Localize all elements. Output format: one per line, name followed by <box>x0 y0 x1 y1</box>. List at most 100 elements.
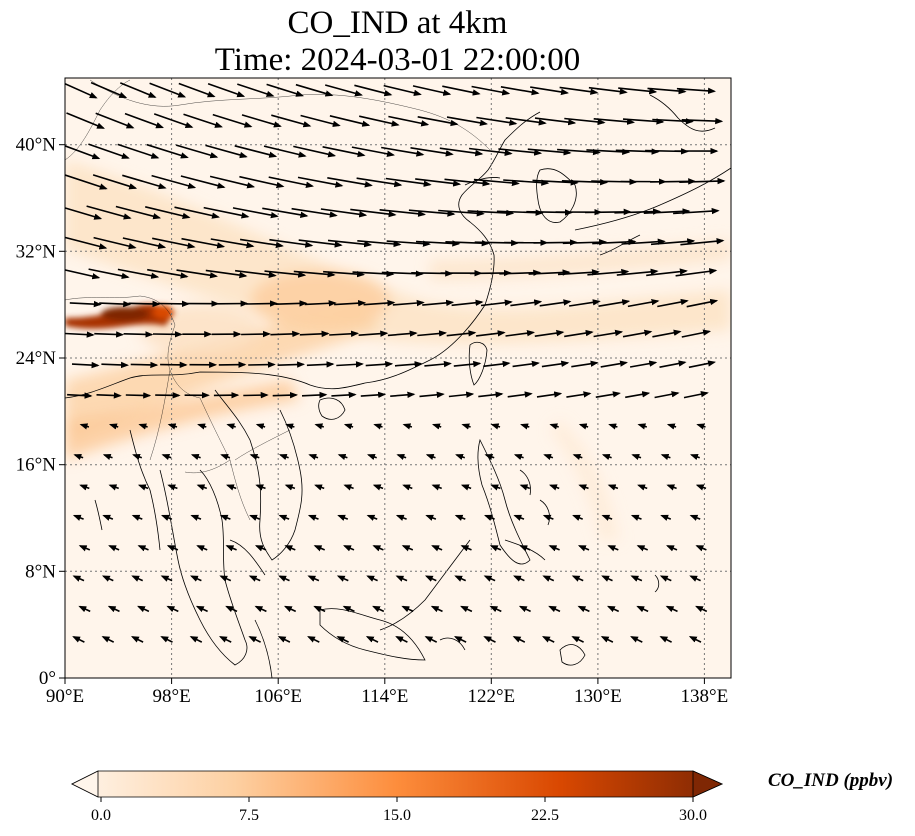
wind-arrow <box>99 300 132 308</box>
wind-arrow <box>167 423 178 430</box>
wind-arrow <box>176 269 218 279</box>
wind-arrow <box>307 636 320 643</box>
wind-arrow <box>396 453 407 460</box>
wind-arrow <box>646 268 688 277</box>
wind-arrow <box>86 205 132 220</box>
wind-arrow <box>548 545 560 552</box>
wind-arrow <box>467 209 515 217</box>
wind-arrow <box>178 82 216 98</box>
wind-arrow <box>510 299 543 307</box>
wind-arrow <box>65 82 98 99</box>
wind-arrow <box>402 423 413 430</box>
wind-arrow <box>301 391 328 399</box>
wind-arrow <box>505 330 535 337</box>
wind-arrow <box>484 514 495 521</box>
wind-arrow <box>232 207 279 219</box>
wind-arrow <box>430 605 443 613</box>
wind-arrow <box>313 545 326 552</box>
wind-arrow <box>627 298 660 308</box>
wind-arrow <box>483 636 496 643</box>
wind-arrow <box>631 453 642 460</box>
wind-arrow <box>518 605 531 613</box>
wind-arrow <box>600 360 628 368</box>
wind-arrow <box>593 118 635 125</box>
wind-arrow <box>66 112 105 129</box>
wind-arrow <box>189 636 203 643</box>
wind-arrow <box>270 330 301 338</box>
wind-arrow <box>666 484 677 491</box>
wind-arrow <box>149 82 187 98</box>
wind-arrow <box>395 514 407 521</box>
wind-arrow <box>600 636 614 643</box>
colorbar-tick-label: 22.5 <box>531 807 559 824</box>
wind-arrow <box>572 453 583 460</box>
wind-arrow <box>73 453 84 460</box>
wind-arrow <box>239 175 285 189</box>
wind-arrow <box>115 205 162 220</box>
wind-arrow <box>248 575 261 582</box>
wind-arrow <box>88 268 130 280</box>
wind-arrow <box>147 268 189 279</box>
wind-arrow <box>695 484 707 491</box>
wind-arrow <box>630 636 643 643</box>
y-tick-label: 0° <box>39 668 56 689</box>
wind-arrow <box>219 575 232 582</box>
wind-arrow <box>652 118 694 125</box>
wind-arrow <box>571 575 584 582</box>
wind-arrow <box>386 240 431 247</box>
wind-arrow <box>460 545 472 552</box>
wind-arrow <box>203 206 250 219</box>
wind-arrow <box>451 299 484 307</box>
wind-arrow <box>352 270 395 278</box>
wind-arrow <box>366 514 378 521</box>
wind-arrow <box>483 360 511 368</box>
wind-arrow <box>431 545 443 552</box>
wind-arrow <box>363 299 396 307</box>
wind-arrow <box>549 423 559 430</box>
wind-arrow <box>618 87 658 95</box>
co-concentration-field <box>65 78 731 678</box>
wind-arrow <box>614 208 661 215</box>
colorbar-tick-label: 15.0 <box>383 807 411 824</box>
wind-arrow <box>327 177 373 188</box>
wind-arrow <box>539 299 572 307</box>
wind-arrow <box>90 81 128 99</box>
map-frame <box>64 77 732 679</box>
wind-arrow <box>480 299 513 307</box>
wind-arrow <box>621 238 666 245</box>
wind-arrow <box>401 605 414 613</box>
wind-arrow <box>239 238 284 249</box>
wind-arrow <box>559 86 599 95</box>
colorbar-tick-label: 7.5 <box>239 807 259 824</box>
wind-arrow <box>630 575 643 582</box>
wind-arrow <box>65 269 101 280</box>
wind-arrow <box>601 575 613 582</box>
coastlines <box>65 94 731 678</box>
wind-arrow <box>512 636 526 643</box>
wind-arrow <box>235 269 277 279</box>
wind-arrow <box>422 299 455 307</box>
wind-arrow <box>395 575 408 582</box>
wind-arrow <box>519 484 531 491</box>
wind-arrow <box>131 514 143 521</box>
wind-arrow <box>255 423 266 430</box>
wind-arrow <box>534 117 577 126</box>
wind-arrow <box>225 484 237 491</box>
wind-arrow <box>689 575 701 582</box>
wind-arrow <box>489 605 502 613</box>
wind-arrow <box>336 361 364 368</box>
wind-arrow <box>415 178 462 187</box>
wind-arrow <box>79 423 90 430</box>
wind-arrow <box>688 360 716 369</box>
wind-arrow <box>207 83 246 98</box>
wind-arrow <box>424 575 437 582</box>
wind-arrow <box>571 636 584 643</box>
wind-arrow <box>490 423 501 430</box>
wind-arrow <box>577 545 590 552</box>
wind-arrow <box>388 115 430 127</box>
wind-arrow <box>131 575 144 582</box>
wind-arrow <box>95 112 135 129</box>
wind-arrow <box>657 298 689 308</box>
wind-arrow <box>383 84 422 97</box>
